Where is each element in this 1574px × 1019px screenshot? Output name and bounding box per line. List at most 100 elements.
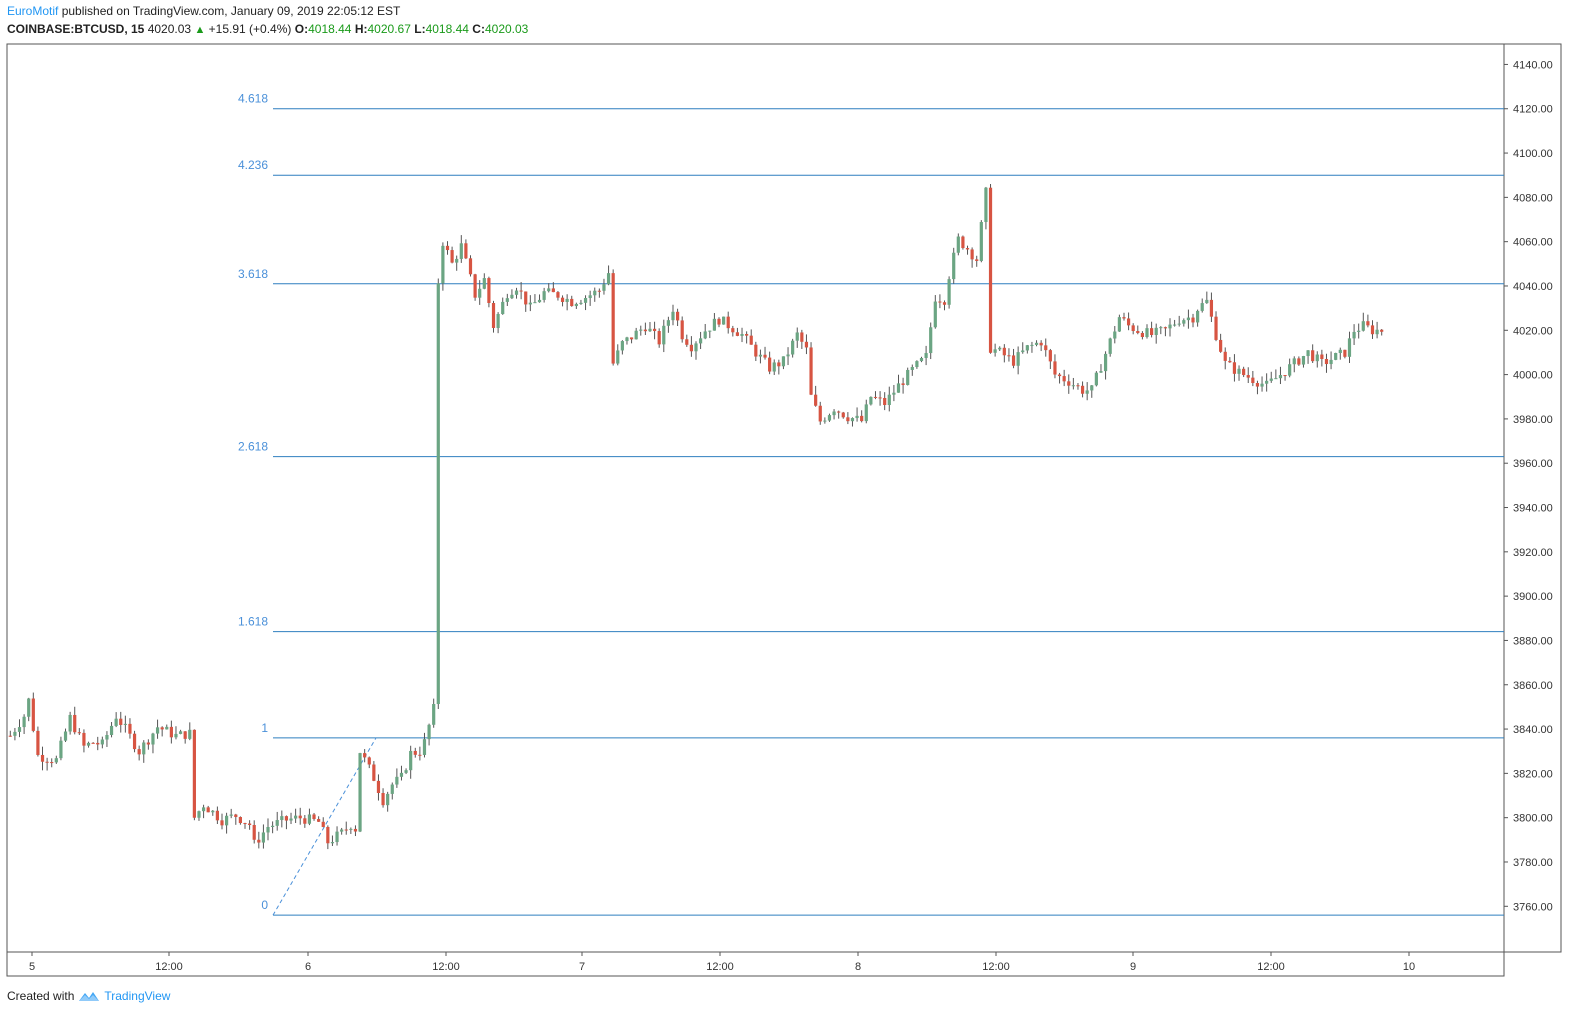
candle-body	[901, 383, 905, 385]
price-axis[interactable]	[1503, 43, 1562, 953]
candle-body	[735, 332, 740, 336]
price-chart[interactable]: 0 1 1.618 2.618 3.618 4.236 4.618 4140.00 4120.…	[0, 0, 1574, 985]
candle-body	[248, 823, 252, 825]
candle-body	[91, 742, 95, 744]
candle-body	[560, 297, 565, 302]
candle-body	[224, 815, 229, 826]
candle-body	[376, 780, 381, 794]
candle-body	[54, 758, 58, 763]
candle-body	[459, 243, 463, 259]
price-tick-label: 3880.00	[1513, 635, 1553, 647]
candle-body	[547, 288, 551, 292]
candle-body	[294, 815, 298, 819]
candle-body	[298, 815, 302, 819]
candle-body	[427, 724, 431, 740]
candle-body	[50, 762, 54, 764]
candle-body	[993, 349, 997, 353]
candle-body	[643, 329, 647, 332]
candle-body	[491, 303, 496, 328]
candle-body	[445, 245, 450, 251]
tradingview-brand[interactable]: TradingView	[104, 989, 171, 1003]
candle-body	[786, 354, 790, 357]
candle-body	[1292, 358, 1296, 365]
candle-body	[335, 831, 339, 843]
price-tick-label: 3900.00	[1513, 591, 1553, 603]
candle-body	[657, 331, 661, 345]
candle-body	[1090, 385, 1094, 391]
candle-body	[998, 347, 1002, 350]
fib-level-label: 4.618	[238, 92, 268, 106]
created-with-text: Created with	[7, 989, 75, 1003]
candle-body	[1076, 385, 1080, 387]
candle-body	[1039, 342, 1043, 346]
candle-body	[537, 299, 542, 303]
candle-body	[533, 302, 537, 304]
candle-body	[266, 826, 270, 833]
candle-body	[878, 397, 882, 399]
candle-body	[1219, 339, 1223, 352]
candle-body	[639, 329, 643, 331]
tradingview-logo-icon	[79, 992, 100, 1001]
candle-body	[229, 814, 233, 816]
candle-body	[754, 344, 758, 357]
candle-body	[873, 396, 878, 398]
candle-body	[307, 814, 312, 824]
candle-body	[588, 295, 592, 299]
candle-body	[206, 807, 210, 813]
candle-body	[740, 334, 744, 336]
price-tick-label: 4000.00	[1513, 370, 1553, 382]
candle-body	[1080, 385, 1085, 394]
candle-body	[68, 714, 72, 732]
candle-body	[183, 731, 187, 739]
candle-body	[988, 187, 993, 353]
candle-body	[722, 316, 726, 325]
time-tick-label: 12:00	[432, 961, 460, 973]
footer: Created with TradingView	[7, 989, 170, 1003]
candle-body	[303, 818, 307, 824]
candle-body	[455, 258, 459, 263]
candle-body	[919, 357, 924, 362]
candle-body	[155, 727, 160, 734]
price-tick-label: 4020.00	[1513, 325, 1553, 337]
candle-body	[1324, 358, 1329, 365]
time-tick-label: 8	[855, 961, 861, 973]
fib-extension[interactable]: 0 1 1.618 2.618 3.618 4.236 4.618	[238, 92, 1504, 916]
symbol-info: COINBASE:BTCUSD, 15 4020.03 ▲ +15.91 (+0…	[7, 22, 528, 36]
candle-body	[777, 362, 781, 367]
candle-body	[712, 318, 717, 331]
candle-body	[404, 770, 408, 773]
candle-body	[1030, 344, 1034, 346]
candles	[8, 183, 1384, 850]
candle-body	[694, 343, 698, 352]
candle-body	[675, 311, 680, 321]
author-link[interactable]: EuroMotif	[7, 4, 59, 18]
price-tick-label: 3920.00	[1513, 547, 1553, 559]
candle-body	[487, 278, 491, 304]
candle-body	[330, 842, 335, 844]
candle-body	[1140, 332, 1144, 338]
candle-body	[1025, 345, 1029, 351]
candle-body	[1209, 299, 1214, 317]
candle-body	[321, 821, 325, 827]
plot-area[interactable]	[6, 43, 1505, 953]
candle-body	[1370, 325, 1375, 335]
candle-body	[395, 776, 399, 785]
candle-body	[952, 252, 956, 280]
time-tick-label: 9	[1130, 961, 1136, 973]
candle-body	[1334, 352, 1338, 360]
candle-body	[289, 818, 293, 821]
candle-body	[726, 316, 730, 329]
price-tick-label: 4060.00	[1513, 237, 1553, 249]
candle-body	[40, 754, 45, 762]
candle-body	[238, 817, 243, 824]
time-axis[interactable]	[6, 951, 1505, 977]
candle-body	[1338, 349, 1342, 353]
price-tick-label: 3820.00	[1513, 768, 1553, 780]
candle-body	[519, 290, 523, 292]
candle-body	[975, 259, 979, 261]
candle-body	[896, 383, 901, 393]
candle-body	[662, 325, 666, 345]
candle-body	[1283, 375, 1287, 377]
price-tick-label: 4040.00	[1513, 281, 1553, 293]
candle-body	[565, 298, 569, 302]
